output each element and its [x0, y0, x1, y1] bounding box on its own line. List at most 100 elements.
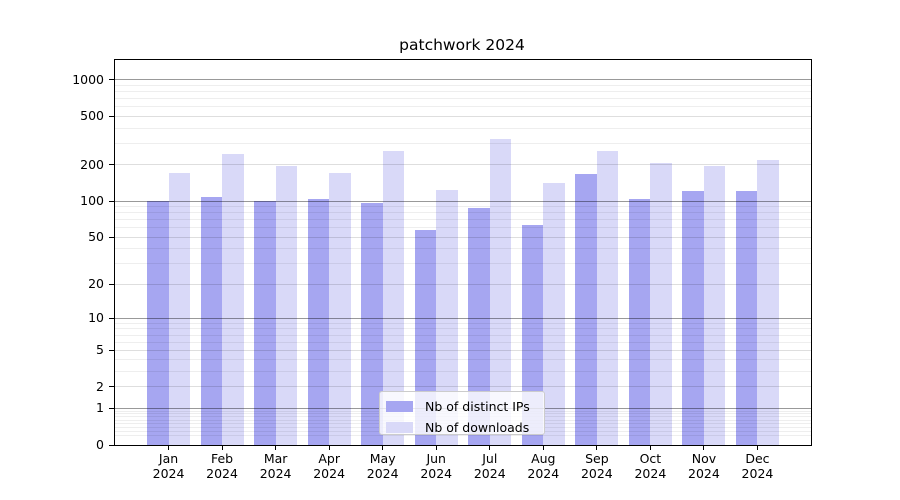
y-tick-label-50: 50 — [88, 229, 104, 245]
gridline — [115, 359, 811, 361]
bar-distinct-ips-aug — [521, 225, 544, 445]
gridline — [115, 349, 811, 351]
gridline — [115, 212, 811, 214]
x-tick-label-apr: Apr 2024 — [313, 451, 346, 481]
bar-distinct-ips-feb — [200, 196, 223, 445]
bar-distinct-ips-oct — [628, 198, 651, 445]
bar-distinct-ips-jan — [147, 201, 169, 445]
gridline — [115, 98, 811, 100]
x-tick-label-sep: Sep 2024 — [580, 451, 613, 481]
y-tick — [109, 79, 114, 81]
x-tick-label-may: May 2024 — [366, 451, 399, 481]
x-tick-label-jun: Jun 2024 — [420, 451, 453, 481]
x-tick — [168, 446, 170, 450]
x-tick — [756, 446, 758, 450]
x-tick-label-feb: Feb 2024 — [206, 451, 238, 481]
plot-area — [114, 59, 812, 446]
y-tick-label-5: 5 — [96, 342, 104, 358]
y-tick — [109, 283, 114, 285]
y-tick-label-1: 1 — [96, 400, 104, 416]
x-tick — [382, 446, 384, 450]
x-tick-label-oct: Oct 2024 — [634, 451, 667, 481]
y-tick — [109, 200, 114, 202]
y-tick — [109, 317, 114, 319]
bar-distinct-ips-may — [361, 203, 383, 445]
x-tick — [328, 446, 330, 450]
bar-distinct-ips-mar — [254, 201, 276, 445]
gridline — [115, 79, 811, 81]
x-tick — [703, 446, 705, 450]
x-tick — [435, 446, 437, 450]
gridline — [115, 127, 811, 129]
bar-downloads-may — [382, 150, 405, 445]
x-tick-label-nov: Nov 2024 — [688, 451, 720, 481]
gridline — [115, 84, 811, 86]
legend: Nb of distinct IPs Nb of downloads — [379, 391, 545, 435]
bar-downloads-jul — [489, 139, 512, 445]
bar-downloads-feb — [222, 153, 244, 445]
x-tick-label-dec: Dec 2024 — [741, 451, 774, 481]
legend-item-distinct-ips: Nb of distinct IPs — [386, 398, 544, 414]
legend-swatch-distinct-ips — [386, 400, 413, 412]
y-tick — [109, 444, 114, 446]
chart-title: patchwork 2024 — [399, 36, 525, 54]
gridline — [115, 334, 811, 336]
bar-downloads-jan — [168, 173, 191, 445]
gridline — [115, 386, 811, 388]
y-tick-label-2: 2 — [96, 378, 104, 394]
gridline — [115, 262, 811, 264]
gridline — [115, 164, 811, 166]
gridline — [115, 206, 811, 208]
y-tick-label-1000: 1000 — [72, 71, 104, 87]
bar-downloads-oct — [650, 162, 672, 445]
y-tick — [109, 349, 114, 351]
y-tick-label-200: 200 — [80, 156, 104, 172]
x-tick-label-mar: Mar 2024 — [259, 451, 292, 481]
gridline — [115, 91, 811, 93]
bar-distinct-ips-sep — [575, 174, 597, 445]
y-tick-label-20: 20 — [88, 276, 104, 292]
legend-label-distinct-ips: Nb of distinct IPs — [425, 398, 530, 414]
legend-label-downloads: Nb of downloads — [425, 419, 530, 435]
bar-downloads-mar — [275, 165, 298, 445]
bar-downloads-apr — [329, 173, 351, 445]
bar-downloads-sep — [596, 150, 619, 445]
gridline — [115, 283, 811, 285]
y-tick-label-500: 500 — [80, 108, 104, 124]
gridline — [115, 115, 811, 117]
x-tick — [649, 446, 651, 450]
gridline — [115, 236, 811, 238]
bar-downloads-aug — [543, 183, 565, 445]
bar-distinct-ips-dec — [735, 191, 758, 445]
x-tick — [489, 446, 491, 450]
gridline — [115, 322, 811, 324]
y-tick — [109, 407, 114, 409]
gridline — [115, 106, 811, 108]
gridline — [115, 434, 811, 436]
gridline — [115, 341, 811, 343]
gridline — [115, 371, 811, 373]
x-tick-label-jul: Jul 2024 — [473, 451, 506, 481]
y-tick-label-0: 0 — [96, 437, 104, 452]
gridline — [115, 219, 811, 221]
gridline — [115, 317, 811, 319]
y-tick — [109, 164, 114, 166]
bar-distinct-ips-apr — [307, 198, 330, 445]
gridline — [115, 200, 811, 202]
bar-downloads-dec — [757, 159, 779, 445]
x-tick — [275, 446, 277, 450]
gridline — [115, 328, 811, 330]
bar-downloads-jun — [436, 189, 458, 445]
gridline — [115, 248, 811, 250]
gridline — [115, 227, 811, 229]
bar-distinct-ips-nov — [682, 191, 704, 445]
x-tick — [542, 446, 544, 450]
x-tick — [221, 446, 223, 450]
x-tick-label-jan: Jan 2024 — [152, 451, 185, 481]
bar-downloads-nov — [703, 165, 726, 445]
gridline — [115, 142, 811, 144]
y-tick — [109, 236, 114, 238]
y-tick — [109, 115, 114, 117]
y-tick — [109, 386, 114, 388]
